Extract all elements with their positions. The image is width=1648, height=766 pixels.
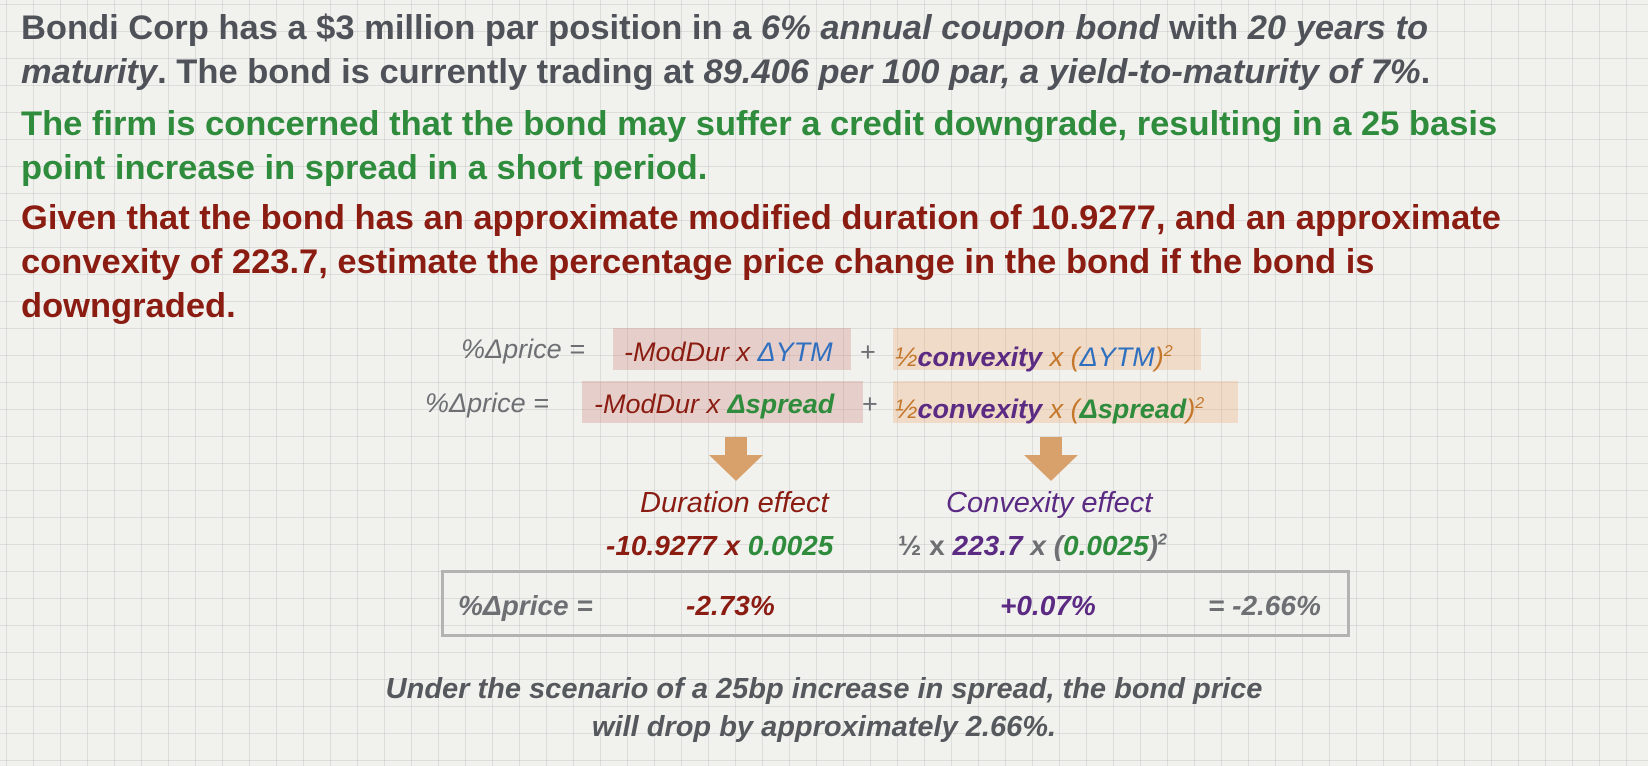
- paren-text: (: [1070, 394, 1080, 424]
- convexity-effect-result: +0.07%: [1000, 590, 1096, 621]
- spread-value: 0.0025: [747, 530, 834, 561]
- text: with: [1159, 9, 1248, 47]
- duration-effect-calc: -10.9277 x 0.0025: [606, 530, 833, 562]
- formula-ytm-lhs: %Δprice =: [461, 331, 585, 367]
- down-arrow-icon: [1024, 437, 1078, 481]
- convexity-term-highlight: [893, 328, 1201, 370]
- paren-text: ): [1186, 394, 1196, 424]
- delta-spread-text: Δspread: [1079, 394, 1187, 424]
- problem-line: convexity of 223.7, estimate the percent…: [21, 243, 1375, 281]
- formula-spread-duration-term: -ModDur x Δspread: [594, 386, 834, 422]
- duration-term-highlight: [582, 381, 863, 423]
- formula-spread-lhs: %Δprice =: [425, 385, 549, 421]
- problem-line-1: Bondi Corp has a $3 million par position…: [21, 6, 1430, 50]
- moddur-text: -ModDur x: [624, 337, 758, 367]
- conclusion-line: Under the scenario of a 25bp increase in…: [385, 673, 1263, 705]
- formula-lhs: %Δprice =: [461, 334, 585, 364]
- paren-text: ): [1148, 530, 1158, 561]
- text-italic: maturity: [21, 53, 158, 91]
- paren-text: (: [1070, 342, 1080, 372]
- convexity-text: convexity: [917, 342, 1043, 372]
- moddur-value: -10.9277: [606, 530, 717, 561]
- spread-value: 0.0025: [1063, 530, 1149, 561]
- text: .: [1420, 53, 1431, 91]
- formula-ytm-plus: +: [860, 334, 876, 370]
- problem-paragraph-2: The firm is concerned that the bond may …: [21, 102, 1497, 190]
- delta-ytm-text: ΔYTM: [757, 337, 833, 367]
- formula-spread-plus: +: [862, 386, 878, 422]
- problem-line: point increase in spread in a short peri…: [21, 149, 708, 187]
- text-italic: 6% annual coupon bond: [760, 9, 1160, 47]
- squared-text: 2: [1195, 395, 1205, 412]
- conclusion-line: will drop by approximately 2.66%.: [591, 711, 1057, 743]
- duration-effect-label: Duration effect: [640, 487, 829, 519]
- result-label: %Δprice =: [458, 590, 593, 621]
- squared-text: 2: [1158, 531, 1167, 549]
- duration-effect-result: -2.73%: [686, 590, 775, 621]
- problem-paragraph-1: Bondi Corp has a $3 million par position…: [21, 6, 1430, 94]
- plus-sign: +: [860, 337, 876, 367]
- times-text: x: [1042, 394, 1071, 424]
- text-italic: 20 years to: [1247, 9, 1429, 47]
- text: Bondi Corp has a $3 million par position…: [21, 9, 761, 47]
- formula-ytm-duration-term: -ModDur x ΔYTM: [624, 334, 833, 370]
- half-text: ½ x: [898, 530, 953, 561]
- convexity-effect-label: Convexity effect: [946, 487, 1153, 519]
- half-text: ½: [895, 394, 918, 424]
- problem-line-2: maturity. The bond is currently trading …: [21, 50, 1430, 94]
- problem-paragraph-3: Given that the bond has an approximate m…: [21, 196, 1501, 328]
- half-text: ½: [895, 342, 918, 372]
- total-result: = -2.66%: [1208, 590, 1321, 621]
- formula-lhs: %Δprice =: [425, 388, 549, 418]
- paren-text: ): [1154, 342, 1164, 372]
- times-text: x: [1042, 342, 1071, 372]
- convexity-text: convexity: [917, 394, 1043, 424]
- formula-ytm-convexity-term: ½convexity x (ΔYTM)2: [895, 334, 1173, 372]
- delta-ytm-text: ΔYTM: [1079, 342, 1155, 372]
- problem-line: The firm is concerned that the bond may …: [21, 105, 1498, 143]
- formula-spread-convexity-term: ½convexity x (Δspread)2: [895, 386, 1205, 424]
- problem-line: downgraded.: [21, 287, 236, 325]
- times-text: x (: [1022, 530, 1064, 561]
- problem-line: Given that the bond has an approximate m…: [21, 199, 1501, 237]
- delta-spread-text: Δspread: [727, 389, 835, 419]
- times-text: x: [716, 530, 748, 561]
- convexity-effect-calc: ½ x 223.7 x (0.0025)2: [898, 530, 1167, 562]
- moddur-text: -ModDur x: [594, 389, 728, 419]
- text-italic: 89.406 per 100 par, a yield-to-maturity …: [703, 53, 1421, 91]
- plus-sign: +: [862, 389, 878, 419]
- convexity-term-highlight: [893, 381, 1238, 423]
- down-arrow-icon: [709, 437, 763, 481]
- squared-text: 2: [1163, 343, 1173, 360]
- result-box: [441, 570, 1350, 637]
- text: . The bond is currently trading at: [157, 53, 704, 91]
- duration-term-highlight: [613, 328, 851, 370]
- convexity-value: 223.7: [952, 530, 1023, 561]
